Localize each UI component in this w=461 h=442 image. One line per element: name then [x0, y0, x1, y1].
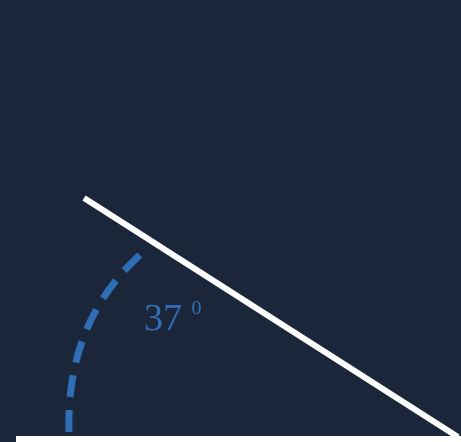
- angle-value: 37: [144, 297, 182, 339]
- slanted-ray: [84, 198, 458, 437]
- angle-arc: [69, 254, 141, 432]
- angle-label: 37 0: [144, 297, 202, 339]
- angle-degree-mark: 0: [192, 297, 202, 319]
